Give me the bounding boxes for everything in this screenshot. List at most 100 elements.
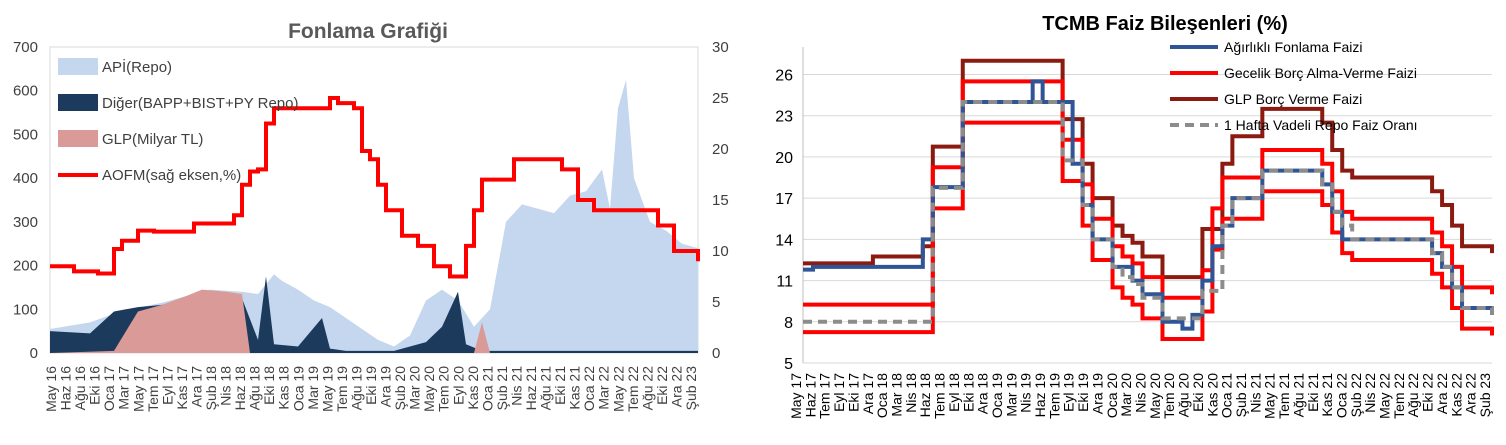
x-tick-label: Tem 21 xyxy=(1276,373,1292,419)
x-tick-label: Nis 18 xyxy=(903,373,919,413)
x-tick-label: Ağu 19 xyxy=(348,366,364,411)
x-tick-label: Tem 17 xyxy=(817,373,833,419)
x-tick-label: Tem 20 xyxy=(436,366,452,412)
x-tick-label: Haz 21 xyxy=(523,366,539,411)
x-tick-label: Tem 17 xyxy=(145,366,161,412)
x-tick-label: Eki 18 xyxy=(960,373,976,412)
y-tick-label: 11 xyxy=(776,274,793,291)
x-tick-label: Oca 19 xyxy=(290,366,306,411)
legend-repo-label: 1 Hafta Vadeli Repo Faiz Oranı xyxy=(1224,117,1418,133)
legend-gecelik-label: Gecelik Borç Alma-Verme Faizi xyxy=(1224,65,1417,81)
x-tick-label: Nis 21 xyxy=(1247,373,1263,413)
x-tick-label: Mar 19 xyxy=(1003,373,1019,417)
x-tick-label: Tem 19 xyxy=(334,366,350,412)
x-tick-label: Eki 19 xyxy=(1075,373,1091,412)
x-tick-label: Şub 23 xyxy=(1477,373,1493,418)
x-tick-label: Oca 21 xyxy=(479,366,495,411)
y-tick-label: 14 xyxy=(775,232,793,249)
x-tick-label: Kas 21 xyxy=(1319,373,1335,417)
x-tick-label: Oca 20 xyxy=(1104,373,1120,418)
x-tick-label: Eyl 18 xyxy=(946,373,962,412)
legend-diger-swatch xyxy=(58,94,98,111)
area-series-0 xyxy=(50,79,698,354)
x-tick-label: Oca 22 xyxy=(1333,373,1349,418)
x-tick-label: Kas 18 xyxy=(276,366,292,410)
x-tick-label: Tem 22 xyxy=(625,366,641,412)
x-tick-label: Şub 23 xyxy=(683,366,699,411)
x-tick-label: Kas 20 xyxy=(1204,373,1220,417)
x-tick-label: Eki 20 xyxy=(1190,373,1206,412)
y-left-tick-label: 600 xyxy=(13,83,38,100)
x-tick-label: Eyl 19 xyxy=(1061,373,1077,412)
x-tick-label: Eki 21 xyxy=(552,366,568,405)
chart2-title: TCMB Faiz Bileşenleri (%) xyxy=(1042,13,1288,35)
x-tick-label: May 22 xyxy=(610,366,626,412)
y-right-tick-label: 10 xyxy=(712,243,729,260)
x-tick-label: Ara 22 xyxy=(1463,373,1479,414)
y-right-tick-label: 25 xyxy=(712,90,729,107)
x-tick-label: Ağu 18 xyxy=(247,366,263,411)
x-tick-label: Haz 18 xyxy=(917,373,933,418)
chart1-title: Fonlama Grafiği xyxy=(288,20,448,43)
aofm-line xyxy=(50,96,700,279)
x-tick-label: Ara 19 xyxy=(378,366,394,407)
y-right-tick-label: 0 xyxy=(712,345,720,362)
x-tick-label: Oca 21 xyxy=(1219,373,1235,418)
y-right-tick-label: 30 xyxy=(712,39,729,56)
legend-api-label: APİ(Repo) xyxy=(102,58,172,76)
legend-api-swatch xyxy=(58,58,98,75)
x-tick-label: Eki 22 xyxy=(1420,373,1436,412)
x-tick-label: Ağu 21 xyxy=(538,366,554,411)
x-tick-label: Oca 19 xyxy=(989,373,1005,418)
x-tick-label: Oca 17 xyxy=(101,366,117,411)
x-tick-label: Tem 18 xyxy=(932,373,948,419)
x-tick-label: Oca 18 xyxy=(874,373,890,418)
x-tick-label: Ağu 20 xyxy=(1176,373,1192,418)
gecelik-lower-line xyxy=(803,120,1494,341)
x-tick-label: Şub 21 xyxy=(1233,373,1249,418)
x-tick-label: Haz 19 xyxy=(1032,373,1048,418)
x-tick-label: Kas 22 xyxy=(1448,373,1464,417)
x-tick-label: Haz 18 xyxy=(232,366,248,411)
y-left-tick-label: 300 xyxy=(13,214,38,231)
y-left-tick-label: 200 xyxy=(13,258,38,275)
y-tick-label: 20 xyxy=(775,150,793,167)
x-tick-label: Kas 21 xyxy=(567,366,583,410)
x-tick-label: Eki 18 xyxy=(261,366,277,405)
x-tick-label: Mar 20 xyxy=(407,366,423,410)
x-tick-label: Nis 18 xyxy=(218,366,234,406)
x-tick-label: Haz 16 xyxy=(58,366,74,411)
x-tick-label: Mar 18 xyxy=(888,373,904,417)
y-right-tick-label: 5 xyxy=(712,294,720,311)
legend-glp-borc-label: GLP Borç Verme Faizi xyxy=(1224,91,1362,107)
legend-aofm-label: AOFM(sağ eksen,%) xyxy=(102,167,241,184)
y-left-tick-label: 400 xyxy=(13,170,38,187)
y-tick-label: 8 xyxy=(784,315,793,332)
x-tick-label: Ara 22 xyxy=(668,366,684,407)
x-tick-label: Mar 20 xyxy=(1118,373,1134,417)
x-tick-label: Eyl 17 xyxy=(159,366,175,405)
x-tick-label: Eki 21 xyxy=(1305,373,1321,412)
x-tick-label: Haz 17 xyxy=(802,373,818,418)
x-tick-label: Tem 22 xyxy=(1391,373,1407,419)
x-tick-label: Ağu 22 xyxy=(639,366,655,411)
x-tick-label: May 17 xyxy=(788,373,804,419)
x-tick-label: Tem 19 xyxy=(1046,373,1062,419)
legend-agirlikli-label: Ağırlıklı Fonlama Faizi xyxy=(1224,39,1362,55)
x-tick-label: May 20 xyxy=(1147,373,1163,419)
fonlama-chart: Fonlama Grafiği 0 100 200 300 400 500 600 700 0 5… xyxy=(13,20,729,412)
x-tick-label: Mar 19 xyxy=(305,366,321,410)
x-tick-label: May 21 xyxy=(1262,373,1278,419)
x-tick-label: Nis 20 xyxy=(1133,373,1149,413)
x-tick-label: Nis 22 xyxy=(1362,373,1378,413)
x-tick-label: Nis 19 xyxy=(1018,373,1034,413)
legend-glp-label: GLP(Milyar TL) xyxy=(102,131,203,148)
x-tick-label: Mar 22 xyxy=(596,366,612,410)
x-tick-label: Ağu 22 xyxy=(1405,373,1421,418)
x-tick-label: Ara 17 xyxy=(860,373,876,414)
x-tick-label: Nis 21 xyxy=(508,366,524,406)
x-tick-label: Ara 19 xyxy=(1089,373,1105,414)
glp-borc-verme-line xyxy=(803,58,1494,280)
x-tick-label: Ara 17 xyxy=(188,366,204,407)
x-tick-label: Şub 21 xyxy=(494,366,510,411)
